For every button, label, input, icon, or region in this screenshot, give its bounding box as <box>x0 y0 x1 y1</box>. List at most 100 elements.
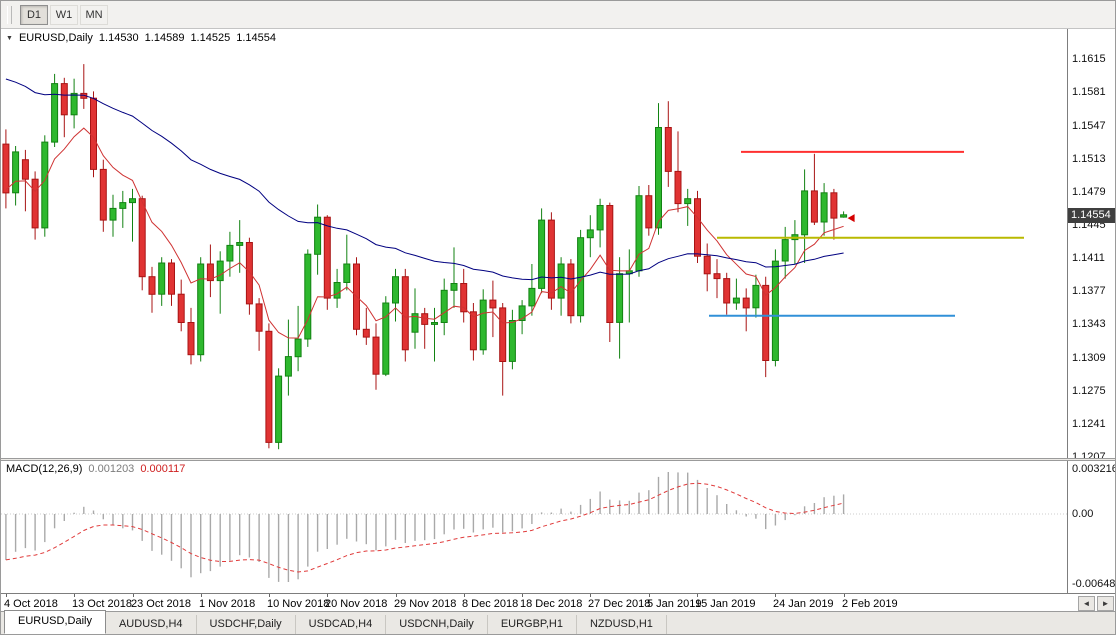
date-label: 24 Jan 2019 <box>773 598 834 610</box>
collapse-indicator-icon[interactable]: ▼ <box>6 34 13 42</box>
candle-body <box>703 255 711 275</box>
chart-tab-nzdusd-h1[interactable]: NZDUSD,H1 <box>577 615 667 634</box>
chart-tab-usdchf-daily[interactable]: USDCHF,Daily <box>197 615 296 634</box>
candle-body <box>177 293 185 324</box>
candle-body <box>275 375 283 443</box>
candle-body <box>752 284 760 309</box>
date-label: 18 Dec 2018 <box>520 598 583 610</box>
macd-tick-label: 0.003216 <box>1072 463 1116 475</box>
candle-body <box>713 273 721 280</box>
candle-body <box>694 198 701 257</box>
slow-ma-line[interactable] <box>5 78 844 281</box>
price-tick-label: 1.1275 <box>1072 385 1106 397</box>
candle-body <box>469 311 477 351</box>
candle-body <box>489 299 497 309</box>
candle-body <box>158 262 166 295</box>
candle-body <box>90 97 97 170</box>
candle-body <box>586 229 594 239</box>
price-tick-label: 1.1615 <box>1072 53 1106 65</box>
candle-body <box>528 287 536 307</box>
candle-body <box>547 219 555 299</box>
chart-tabbar: EURUSD,Daily AUDUSD,H4 USDCHF,Daily USDCAD,… <box>1 610 1115 634</box>
chart-tab-audusd-h4[interactable]: AUDUSD,H4 <box>106 615 197 634</box>
candle-body <box>411 313 419 333</box>
candle-body <box>129 198 136 204</box>
date-tick <box>269 594 270 597</box>
last-price-tag: 1.14554 <box>1068 208 1115 223</box>
candle-body <box>674 170 682 205</box>
date-tick <box>649 594 650 597</box>
candle-body <box>51 83 59 143</box>
macd-chart[interactable] <box>1 461 1067 593</box>
price-tick-label: 1.1479 <box>1072 186 1106 198</box>
candle-body <box>606 205 614 323</box>
candle-body <box>304 253 312 340</box>
candle-body <box>216 260 224 282</box>
chart-window: 1.1615 1.1581 1.1547 1.1513 1.1479 1.1445 1.14… <box>1 29 1116 613</box>
date-tick <box>844 594 845 597</box>
date-tick <box>201 594 202 597</box>
candle-body <box>284 356 292 377</box>
macd-tick-label: 0.00 <box>1072 508 1094 520</box>
candle-body <box>206 263 214 282</box>
candle-body <box>21 159 29 180</box>
candle-body <box>664 127 672 172</box>
date-label: 13 Oct 2018 <box>72 598 132 610</box>
chart-symbol-label: EURUSD,Daily <box>18 32 93 44</box>
ohlc-close: 1.14554 <box>236 32 276 44</box>
price-arrow-marker[interactable] <box>847 214 855 223</box>
candle-body <box>401 276 409 351</box>
fast-ma-line[interactable] <box>5 127 844 339</box>
candle-body <box>820 192 828 223</box>
candle-body <box>294 338 302 358</box>
price-chart[interactable] <box>1 29 1067 458</box>
chart-tab-eurgbp-h1[interactable]: EURGBP,H1 <box>488 615 577 634</box>
candle-body <box>226 244 234 262</box>
candle-body <box>41 141 49 229</box>
chart-tab-usdcnh-daily[interactable]: USDCNH,Daily <box>386 615 488 634</box>
scroll-right-button[interactable]: ► <box>1097 596 1114 611</box>
date-tick <box>590 594 591 597</box>
date-label: 1 Nov 2018 <box>199 598 256 610</box>
macd-pane: 0.003216 0.00 -0.006485 MACD(12,26,9) 0.00… <box>1 461 1116 593</box>
candle-body <box>557 263 565 299</box>
candle-body <box>616 273 624 323</box>
period-button-w1[interactable]: W1 <box>50 4 78 25</box>
scroll-left-button[interactable]: ◄ <box>1078 596 1095 611</box>
candle-body <box>440 289 448 323</box>
candle-body <box>119 202 127 209</box>
candle-body <box>2 143 10 194</box>
candle-body <box>508 320 516 362</box>
candle-body <box>431 322 438 325</box>
macd-signal-line <box>5 482 844 573</box>
candle-body <box>684 198 692 205</box>
date-label: 10 Nov 2018 <box>267 598 330 610</box>
macd-histogram <box>5 472 845 582</box>
date-tick <box>6 594 7 597</box>
date-label: 20 Nov 2018 <box>325 598 388 610</box>
candle-body <box>810 190 818 223</box>
toolbar-grip[interactable] <box>7 5 12 24</box>
price-tick-label: 1.1377 <box>1072 285 1106 297</box>
macd-axis: 0.003216 0.00 -0.006485 <box>1067 461 1116 593</box>
date-tick <box>133 594 134 597</box>
period-button-d1[interactable]: D1 <box>20 4 48 25</box>
candle-body <box>801 190 809 236</box>
candle-body <box>732 297 740 304</box>
candle-body <box>538 219 546 289</box>
date-tick <box>327 594 328 597</box>
pane-splitter[interactable] <box>1 458 1115 461</box>
price-tick-label: 1.1581 <box>1072 86 1106 98</box>
candle-body <box>333 282 341 299</box>
candle-body <box>840 214 848 218</box>
period-button-mn[interactable]: MN <box>80 4 108 25</box>
chart-tab-eurusd-daily[interactable]: EURUSD,Daily <box>4 610 106 634</box>
date-label: 29 Nov 2018 <box>394 598 457 610</box>
date-label: 27 Dec 2018 <box>588 598 651 610</box>
date-tick <box>396 594 397 597</box>
chart-tab-usdcad-h4[interactable]: USDCAD,H4 <box>296 615 387 634</box>
candle-body <box>460 283 468 313</box>
candle-body <box>596 205 604 231</box>
candle-body <box>421 313 429 325</box>
ohlc-open: 1.14530 <box>98 32 139 44</box>
